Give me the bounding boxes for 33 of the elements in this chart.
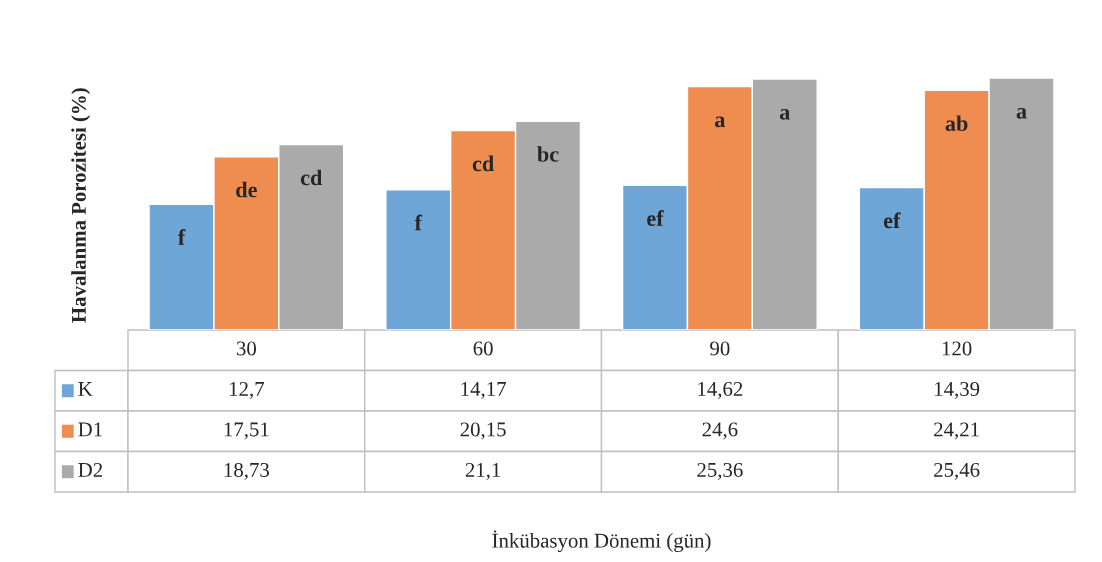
x-tick-label: 60	[473, 341, 493, 356]
annotation: cd	[472, 155, 494, 172]
x-tick-label: 90	[710, 341, 730, 356]
data-label: 20,15	[460, 422, 506, 440]
data-label: 18,73	[224, 462, 269, 480]
data-label: 21,1	[465, 462, 501, 480]
annotation: ef	[647, 210, 664, 226]
annotation: de	[236, 181, 257, 198]
data-label: 14,62	[698, 381, 743, 399]
annotation: cd	[300, 169, 323, 186]
data-label: 24,6	[702, 422, 738, 440]
annotation: f	[177, 229, 186, 245]
data-label: 14,17	[461, 382, 506, 399]
data-label: 25,36	[697, 462, 743, 480]
data-label: 24,21	[934, 422, 979, 440]
annotation: a	[715, 116, 726, 128]
annotation: a	[779, 109, 790, 120]
data-label: 25,46	[934, 462, 980, 480]
y-axis-title: Havalanma Porozitesi (%)	[71, 88, 91, 323]
annotation: a	[1016, 108, 1027, 119]
x-tick-label: 120	[942, 341, 972, 356]
annotation: ab	[945, 115, 968, 132]
legend-label: K	[78, 382, 93, 396]
x-tick-label: 30	[236, 341, 256, 356]
legend-label: D1	[78, 422, 102, 437]
data-label: 12,7	[229, 381, 265, 399]
text: İnkübasyon Dönemi (gün)	[492, 530, 711, 553]
annotation: bc	[537, 146, 559, 162]
legend-label: D2	[78, 462, 103, 477]
annotation: ef	[883, 212, 901, 229]
data-label: 17,51	[224, 422, 269, 440]
data-label: 14,39	[935, 381, 980, 399]
annotation: f	[414, 214, 423, 231]
